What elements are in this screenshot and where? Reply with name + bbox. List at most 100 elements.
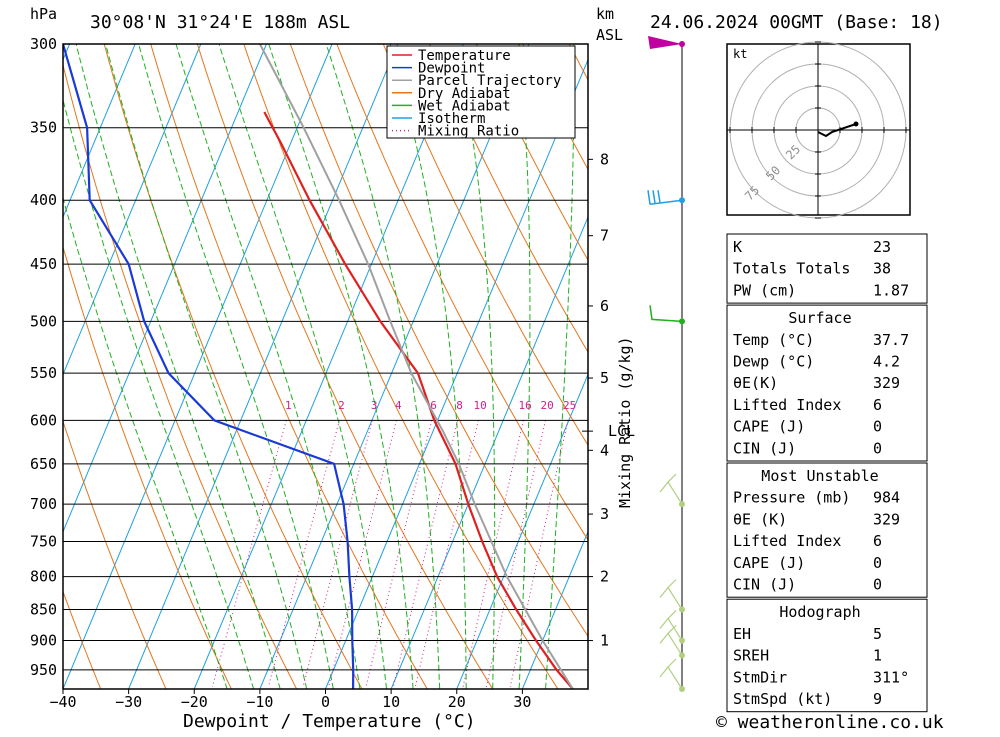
index-label: CAPE (J) (733, 418, 805, 436)
index-label: CIN (J) (733, 439, 796, 457)
profile-parcel-trajectory (259, 44, 574, 689)
altitude-tick-label: 1 (600, 632, 609, 650)
location-title: 30°08'N 31°24'E 188m ASL (90, 12, 350, 33)
hodograph-end (853, 121, 859, 127)
index-label: CAPE (J) (733, 554, 805, 572)
x-axis-label: Dewpoint / Temperature (°C) (183, 711, 476, 732)
altitude-tick-label: 4 (600, 441, 609, 459)
mixing-ratio-label: 2 (338, 399, 345, 412)
pressure-tick-label: 350 (30, 119, 57, 137)
wind-barb (659, 610, 683, 641)
pressure-tick-label: 600 (30, 411, 57, 429)
pressure-tick-label: 850 (30, 601, 57, 619)
lcl-label: LCL (608, 422, 635, 440)
mixing-ratio-line (328, 420, 397, 687)
dry-adiabat-line (988, 44, 1000, 698)
temperature-tick-label: 30 (513, 693, 531, 711)
temperature-tick-label: −10 (246, 693, 273, 711)
index-value: 311° (873, 668, 909, 686)
index-value: 4.2 (873, 353, 900, 371)
altitude-tick-label: 5 (600, 369, 609, 387)
wet-adiabat-line (75, 44, 281, 689)
pressure-axis: 300 350 400 450 500 550 600 650 700 750 800 850 900 9… (30, 35, 57, 679)
temperature-tick-label: 0 (321, 693, 330, 711)
temperature-tick-label: 20 (448, 693, 466, 711)
index-label: Lifted Index (733, 396, 841, 414)
legend-label: Parcel Trajectory (418, 73, 561, 89)
profile-dewpoint (63, 44, 355, 689)
wind-barbs (647, 36, 685, 692)
mixing-ratio-label: 4 (395, 399, 402, 412)
legend-label: Wet Adiabat (418, 98, 511, 114)
hodograph-trace (817, 123, 857, 138)
altitude-tick-label: 7 (600, 227, 609, 245)
index-value: 329 (873, 374, 900, 392)
most-unstable-box (726, 462, 928, 598)
dry-adiabat-line (475, 44, 588, 262)
mixing-ratio-labels: 1 2 3 4 6 8 10 16 20 25 (285, 399, 576, 412)
dry-adiabat-line (429, 44, 588, 353)
mixing-ratio-line (414, 420, 479, 687)
profile-temperature (263, 111, 574, 689)
mixing-ratio-label: 16 (518, 399, 531, 412)
temperature-tick-label: −40 (49, 693, 76, 711)
mixing-ratio-axis-label: Mixing Ratio (g/kg) (616, 336, 634, 508)
asl-label: ASL (596, 26, 623, 44)
dry-adiabat-line (336, 44, 588, 541)
index-label: Temp (°C) (733, 331, 814, 349)
wind-barb (647, 190, 683, 205)
profiles (63, 44, 574, 689)
isotherm-line (63, 44, 267, 533)
pressure-tick-label: 300 (30, 35, 57, 53)
isotherm-line (456, 373, 588, 689)
mixing-ratio-label: 3 (371, 399, 378, 412)
pressure-tick-label: 500 (30, 312, 57, 330)
wind-barb (649, 305, 683, 323)
pressure-tick-label: 450 (30, 255, 57, 273)
wind-barb (659, 473, 683, 505)
isotherm-line (63, 44, 202, 376)
index-value: 984 (873, 489, 900, 507)
temperature-tick-label: 10 (382, 693, 400, 711)
index-value: 0 (873, 418, 882, 436)
index-label: SREH (733, 647, 769, 665)
mixing-ratio-label: 8 (456, 399, 463, 412)
isotherm-line (63, 44, 136, 219)
basic-indices-box (726, 233, 928, 304)
dry-adiabat-line (63, 590, 102, 689)
isotherm-line (193, 44, 464, 689)
legend-box (386, 45, 576, 139)
isotherm-line (0, 44, 4, 689)
altitude-tick-label: 2 (600, 568, 609, 586)
mixing-ratio-line (485, 420, 546, 687)
index-label: K (733, 238, 742, 256)
index-label: Lifted Index (733, 532, 841, 550)
isotherm-line (521, 530, 588, 689)
index-label: Pressure (mb) (733, 489, 850, 507)
isotherm-line (63, 44, 333, 689)
index-tables: K 23 Totals Totals 38 PW (cm) 1.87 Surface Temp… (726, 233, 928, 713)
wind-barb (659, 579, 683, 610)
index-label: EH (733, 625, 751, 643)
mixing-ratio-label: 25 (563, 399, 576, 412)
wind-barb (659, 658, 683, 690)
mixing-ratio-line (267, 420, 340, 687)
index-label: θE (K) (733, 510, 787, 528)
index-value: 0 (873, 439, 882, 457)
mixing-ratio-line (211, 420, 287, 687)
isotherm-line (390, 215, 588, 689)
index-label: CIN (J) (733, 576, 796, 594)
index-label: PW (cm) (733, 281, 796, 299)
mixing-ratio-label: 1 (285, 399, 292, 412)
altitude-axis: 1 2 3 4 5 6 7 8 LCL (582, 150, 635, 650)
index-value: 1 (873, 647, 882, 665)
mixing-ratio-label: 20 (541, 399, 554, 412)
index-value: 1.87 (873, 281, 909, 299)
legend-label: Dewpoint (418, 61, 485, 77)
index-value: 6 (873, 396, 882, 414)
plot-frame (62, 43, 589, 690)
dry-adiabat-line (196, 44, 494, 689)
hodograph-index-box (726, 598, 928, 713)
date-title: 24.06.2024 00GMT (Base: 18) (650, 12, 943, 33)
